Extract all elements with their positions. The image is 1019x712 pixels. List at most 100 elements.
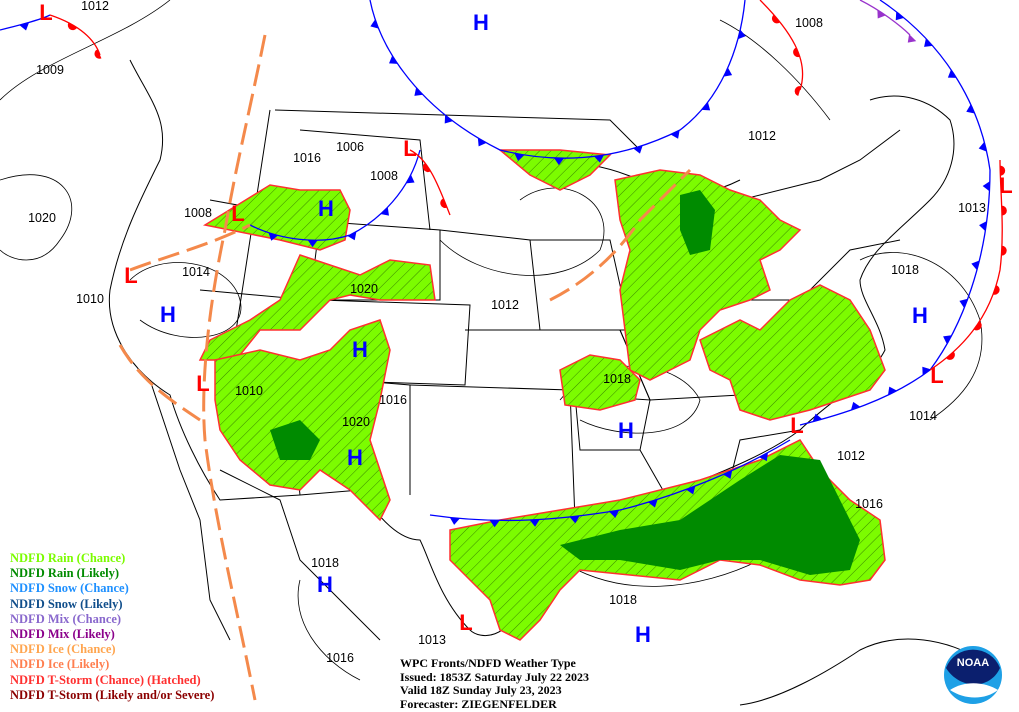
isobar-value: 1018 <box>311 556 339 570</box>
isobar-value: 1014 <box>909 409 937 423</box>
cold-front-east <box>799 0 991 426</box>
warm-front-top-left <box>49 14 101 56</box>
cold-front-symbol <box>307 239 318 248</box>
fronts <box>0 0 1007 701</box>
warm-front-symbol <box>67 22 78 31</box>
cold-front-north <box>369 0 746 159</box>
isobar-value: 1012 <box>81 0 109 13</box>
cold-front-symbol <box>966 104 975 114</box>
warm-front-symbol <box>440 198 448 208</box>
warm-front-symbol <box>794 86 802 96</box>
cold-front-symbol <box>907 34 917 43</box>
low-pressure-center: L <box>999 173 1012 198</box>
legend-item: NDFD Ice (Likely) <box>10 657 110 672</box>
warm-front-east <box>929 159 1003 371</box>
rain-area-southwest <box>214 319 391 522</box>
cold-front-symbol <box>701 102 711 111</box>
cold-front-symbol <box>723 470 733 479</box>
legend: NDFD Rain (Chance) NDFD Rain (Likely) NDFD… <box>10 551 214 703</box>
isobar-value: 1008 <box>184 206 212 220</box>
isobar-value: 1018 <box>609 593 637 607</box>
isobar-value: 1016 <box>855 497 883 511</box>
isobar-value: 1014 <box>182 265 210 279</box>
cold-front-symbol <box>723 67 733 77</box>
warm-front-symbol <box>422 162 431 173</box>
isobar-value: 1020 <box>342 415 370 429</box>
cold-front-symbol <box>609 510 620 518</box>
occluded-front <box>859 0 911 36</box>
isobar-value: 1010 <box>76 292 104 306</box>
low-pressure-center: L <box>403 136 416 161</box>
rain-likely-arizona <box>270 420 320 460</box>
isobar-value: 1008 <box>370 169 398 183</box>
low-pressure-center: L <box>196 371 209 396</box>
high-pressure-center: H <box>347 445 363 470</box>
cold-front-symbol <box>895 11 905 21</box>
cold-front-symbol <box>380 207 389 216</box>
cold-front-symbol <box>19 22 30 31</box>
isobar-value: 1016 <box>326 651 354 665</box>
cold-front-symbol <box>971 260 980 271</box>
trough-midwest <box>549 168 692 302</box>
cold-front-symbol <box>759 452 768 462</box>
cold-front-symbol <box>947 69 957 78</box>
legend-item: NDFD Mix (Likely) <box>10 627 115 642</box>
high-pressure-center: H <box>160 302 176 327</box>
rain-area-west <box>198 254 436 361</box>
high-pressure-center: H <box>618 418 634 443</box>
cold-front-symbol <box>922 366 931 376</box>
cold-front-symbol <box>978 141 987 152</box>
caption-valid: Valid 18Z Sunday July 23, 2023 <box>400 683 562 697</box>
cold-front-symbol <box>389 55 398 64</box>
cold-front-symbol <box>449 517 460 525</box>
cold-front-symbol <box>943 335 952 345</box>
legend-item: NDFD T-Storm (Likely and/or Severe) <box>10 687 215 702</box>
rain-area-northwest <box>202 184 351 251</box>
trough-southwest <box>118 344 201 422</box>
low-pressure-center: L <box>790 413 803 438</box>
noaa-logo: NOAA <box>944 646 1002 704</box>
cold-front-symbol <box>370 19 379 29</box>
warm-front-symbol <box>1001 245 1007 256</box>
cold-front-symbol <box>648 499 658 508</box>
isobar-value: 1020 <box>350 282 378 296</box>
isobar-value: 1010 <box>235 384 263 398</box>
cold-front-symbol <box>514 153 525 161</box>
high-pressure-center: H <box>318 196 334 221</box>
cold-front-symbol <box>347 231 357 241</box>
isobar-value: 1006 <box>336 140 364 154</box>
cold-front-symbol <box>982 181 990 192</box>
warm-front-symbol <box>1000 165 1006 176</box>
cold-front-symbol <box>877 9 886 19</box>
legend-item: NDFD Snow (Likely) <box>10 596 123 611</box>
rain-area-great-lakes-north <box>497 149 612 191</box>
warm-front-symbol <box>793 47 800 58</box>
cold-front-symbol <box>569 515 580 524</box>
cold-front-symbol <box>850 401 861 411</box>
low-pressure-center: L <box>459 610 472 635</box>
trough-northwest <box>129 223 251 272</box>
warm-front-northeast <box>759 0 804 91</box>
warm-front-symbol <box>973 321 982 331</box>
isobar-value: 1013 <box>418 633 446 647</box>
rain-area-mid-atlantic <box>699 284 886 421</box>
isobar-value-labels: 1012 1009 1020 1016 1006 1008 1008 1014 1010 1020… <box>28 0 986 665</box>
cold-front-symbol <box>685 486 696 495</box>
warm-front-low <box>409 149 451 216</box>
isobar-value: 1008 <box>795 16 823 30</box>
cold-front-symbol <box>444 114 453 124</box>
cold-front-symbol <box>268 232 279 241</box>
noaa-logo-text: NOAA <box>957 657 989 669</box>
cold-front-symbol <box>489 520 500 528</box>
low-pressure-center: L <box>930 363 943 388</box>
rain-area-upper-midwest <box>614 169 802 381</box>
low-pressure-center: L <box>124 263 137 288</box>
high-pressure-center: H <box>912 303 928 328</box>
cold-front-symbol <box>812 413 823 422</box>
rain-likely-michigan <box>680 190 715 255</box>
warm-front-symbol <box>771 14 781 24</box>
isobar-value: 1009 <box>36 63 64 77</box>
